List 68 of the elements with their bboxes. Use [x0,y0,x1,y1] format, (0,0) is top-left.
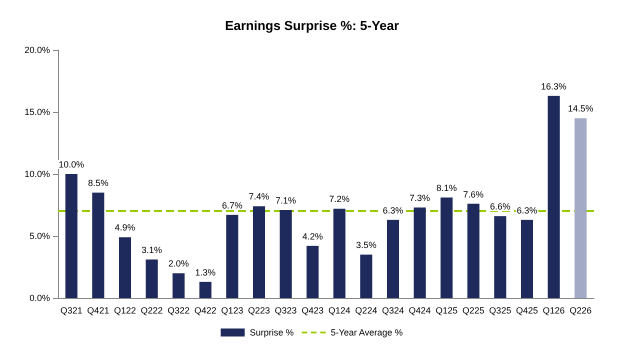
data-label: 6.3% [382,205,404,216]
x-tick-label: Q222 [140,306,163,316]
data-label: 7.1% [276,195,296,206]
bar [414,207,426,298]
data-label: 3.1% [142,245,162,256]
bar [494,216,506,298]
x-tick-label: Q226 [570,306,592,316]
x-tick-label: Q224 [355,306,378,316]
x-tick-label: Q422 [194,306,216,316]
x-tick-label: Q124 [328,306,350,316]
bar [226,214,238,298]
x-tick-label: Q321 [60,306,82,316]
y-tick-label: 15.0% [24,107,50,117]
x-tick-label: Q423 [302,306,324,316]
x-tick-label: Q125 [436,306,458,316]
data-label: 6.6% [490,202,510,212]
bar [172,273,185,298]
bar [65,174,78,298]
bar [333,208,346,298]
data-label: 6.7% [222,200,242,210]
bar [360,254,372,298]
x-tick-label: Q123 [221,306,244,316]
x-tick-label: Q425 [516,306,538,316]
y-tick-label: 10.0% [24,169,50,179]
x-tick-label: Q223 [248,306,270,316]
bar [199,282,212,298]
bar [467,204,480,298]
x-tick-label: Q324 [382,306,404,316]
bar [146,260,158,298]
data-label: 7.4% [248,192,270,202]
y-tick-label: 20.0% [24,45,50,55]
data-label: 7.3% [410,192,430,203]
x-tick-label: Q424 [408,306,431,316]
data-label: 16.3% [541,81,567,92]
x-tick-label: Q322 [168,306,190,316]
bar [280,210,292,298]
data-label: 4.2% [302,231,323,242]
bar [520,220,534,298]
x-tick-label: Q122 [114,306,136,316]
x-tick-label: Q325 [489,306,512,316]
x-tick-label: Q126 [542,306,565,316]
x-tick-label: Q323 [274,306,297,316]
data-label: 8.1% [436,183,457,194]
data-label: 3.5% [356,240,376,250]
y-tick-label: 5.0% [29,231,50,241]
x-tick-label: Q225 [462,306,484,316]
data-label: 7.2% [329,194,350,204]
data-label: 4.9% [114,222,136,233]
data-label: 8.5% [88,178,108,188]
bar [574,118,587,298]
legend-label: 5-Year Average % [330,328,403,338]
x-tick-label: Q421 [87,306,110,316]
bar [548,96,560,298]
data-label: 2.0% [168,258,189,269]
bar [92,192,104,298]
y-tick-label: 0.0% [29,293,50,303]
data-label: 10.0% [58,160,84,170]
chart-title: Earnings Surprise %: 5-Year [224,18,400,33]
legend-label: Surprise % [250,328,294,338]
data-label: 14.5% [568,104,594,114]
data-label: 6.3% [516,205,538,216]
bar [118,237,132,298]
bar [252,206,266,298]
bar [440,198,453,298]
bar [306,246,319,298]
data-label: 1.3% [195,267,216,278]
data-label: 7.6% [463,189,484,200]
bar [386,220,400,298]
